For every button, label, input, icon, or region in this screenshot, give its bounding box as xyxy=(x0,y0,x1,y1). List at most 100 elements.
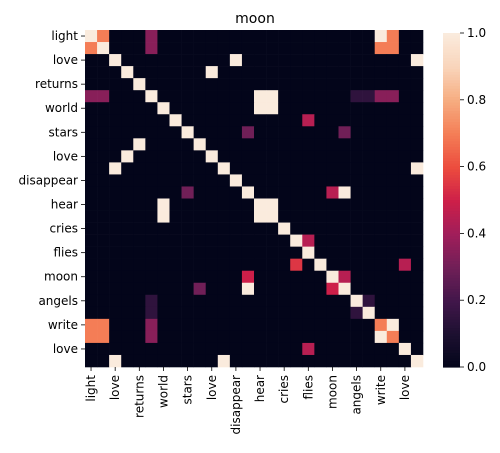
heatmap-cell xyxy=(398,306,412,320)
colorbar-tick-label: 0.0 xyxy=(467,360,486,374)
colorbar-segment xyxy=(443,294,460,299)
colorbar-segment xyxy=(443,358,460,363)
heatmap-cell xyxy=(85,102,98,115)
heatmap-cell xyxy=(157,114,170,127)
heatmap-cell xyxy=(410,90,424,103)
heatmap-cell xyxy=(326,306,339,320)
heatmap-cell xyxy=(314,258,327,272)
heatmap-cell xyxy=(205,330,219,344)
heatmap-cell xyxy=(217,294,231,308)
heatmap-cell xyxy=(290,222,303,235)
heatmap-cell xyxy=(338,138,351,151)
heatmap-cell xyxy=(290,294,303,308)
heatmap-cell xyxy=(278,270,291,284)
heatmap-cell xyxy=(326,150,339,163)
heatmap-cell xyxy=(229,186,243,199)
heatmap-cell xyxy=(169,30,182,43)
heatmap-cell xyxy=(278,234,291,247)
colorbar-segment xyxy=(443,138,460,143)
heatmap-cell xyxy=(169,342,182,356)
heatmap-cell xyxy=(362,42,376,55)
heatmap-cell xyxy=(374,330,388,344)
heatmap-cell xyxy=(217,174,231,187)
x-tick-label: love xyxy=(398,375,412,400)
heatmap-cell xyxy=(241,330,255,344)
heatmap-cell xyxy=(181,186,194,199)
heatmap-cell xyxy=(133,138,146,151)
heatmap-cell xyxy=(241,162,255,175)
colorbar-segment xyxy=(443,33,460,37)
heatmap-cell xyxy=(181,78,194,91)
heatmap-cell xyxy=(386,150,400,163)
heatmap-cell xyxy=(350,102,363,115)
heatmap-cell xyxy=(314,174,327,187)
heatmap-cell xyxy=(229,294,243,308)
heatmap-cell xyxy=(157,186,170,199)
heatmap-cell xyxy=(85,270,98,284)
colorbar-segment xyxy=(443,163,460,168)
heatmap-cell xyxy=(193,174,207,187)
heatmap-cell xyxy=(254,222,267,235)
heatmap-cell xyxy=(121,150,134,163)
heatmap-cell xyxy=(121,90,134,103)
heatmap-cell xyxy=(181,150,194,163)
colorbar-segment xyxy=(443,355,460,360)
heatmap-cell xyxy=(410,342,424,356)
heatmap-cell xyxy=(386,42,400,55)
heatmap-cell xyxy=(290,198,303,211)
heatmap-cell xyxy=(157,90,170,103)
heatmap-cell xyxy=(410,174,424,187)
heatmap-cell xyxy=(157,342,170,356)
colorbar-segment xyxy=(443,191,460,196)
y-tick-label: hear xyxy=(51,198,78,212)
heatmap-cell xyxy=(109,354,122,368)
colorbar-segment xyxy=(443,277,460,282)
colorbar-segment xyxy=(443,275,460,279)
heatmap-cell xyxy=(193,210,207,223)
colorbar-segment xyxy=(443,141,460,145)
heatmap-cell xyxy=(266,330,279,344)
heatmap-cell xyxy=(241,42,255,55)
colorbar-segment xyxy=(443,286,460,290)
heatmap-cell xyxy=(362,126,376,139)
colorbar-segment xyxy=(443,85,460,90)
heatmap-cell xyxy=(157,258,170,272)
heatmap-cell xyxy=(326,246,339,259)
heatmap-cell xyxy=(97,30,110,43)
colorbar-segment xyxy=(443,250,460,254)
heatmap-cell xyxy=(290,42,303,55)
heatmap-cell xyxy=(398,186,412,199)
heatmap-cell xyxy=(157,198,170,211)
heatmap-cell xyxy=(133,222,146,235)
heatmap-cell xyxy=(278,258,291,272)
x-tick-label: love xyxy=(108,375,122,400)
colorbar-segment xyxy=(443,35,460,40)
heatmap-cell xyxy=(266,90,279,103)
heatmap-cell xyxy=(338,294,351,308)
colorbar-segment xyxy=(443,88,460,93)
heatmap-cell xyxy=(362,246,376,259)
heatmap-cell xyxy=(278,222,291,235)
heatmap-cell xyxy=(229,54,243,67)
heatmap-cell xyxy=(254,330,267,344)
heatmap-cell xyxy=(410,222,424,235)
heatmap-cell xyxy=(121,342,134,356)
heatmap-cell xyxy=(290,54,303,67)
colorbar-tick-label: 0.8 xyxy=(467,93,486,107)
heatmap-cell xyxy=(374,198,388,211)
heatmap-cell xyxy=(302,354,315,368)
heatmap-cell xyxy=(290,78,303,91)
heatmap-cell xyxy=(386,282,400,296)
y-tick-label: love xyxy=(53,342,78,356)
colorbar-segment xyxy=(443,205,460,209)
colorbar-segment xyxy=(443,364,460,368)
heatmap-cell xyxy=(169,138,182,151)
colorbar-segment xyxy=(443,44,460,48)
heatmap-cell xyxy=(205,258,219,272)
colorbar-segment xyxy=(443,52,460,56)
heatmap-cell xyxy=(97,66,110,79)
heatmap-cell xyxy=(350,342,363,356)
heatmap-cell xyxy=(193,246,207,259)
heatmap-cell xyxy=(314,66,327,79)
heatmap-cell xyxy=(145,90,158,103)
